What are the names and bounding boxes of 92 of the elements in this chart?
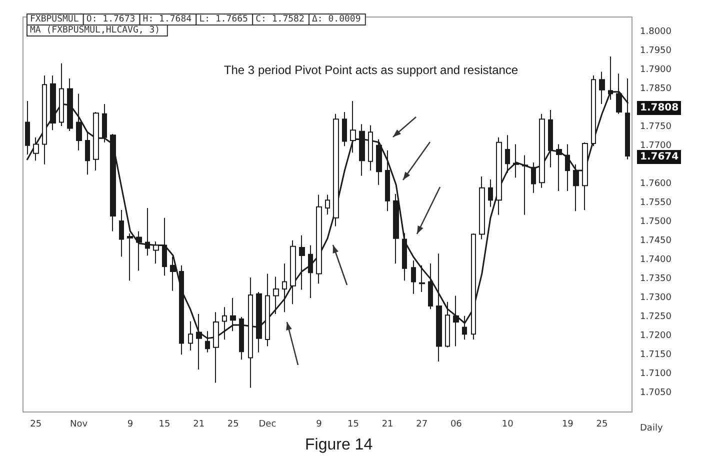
text: 1.7808 [640,102,679,114]
x-tick-label: 9 [127,420,134,430]
x-tick-label: 25 [30,420,42,430]
candlestick [393,193,399,264]
y-tick-label: 1.7750 [640,122,672,132]
candlestick [479,176,485,240]
annotation: FXBPUSMUL [30,14,79,24]
y-tick-label: 1.7100 [640,369,672,380]
candlestick [308,244,313,299]
x-tick-label: 9 [316,420,322,430]
candlestick [188,320,193,351]
x-tick-label: 25 [596,420,608,430]
candlestick [359,124,365,176]
candlestick [342,111,347,147]
y-tick-label: 1.7950 [640,46,672,56]
candlestick [110,133,116,232]
candlestick [402,232,407,282]
candlestick [548,110,553,168]
candlestick [333,113,339,227]
y-tick-label: 1.7050 [640,388,672,398]
x-tick-label: 15 [158,420,170,430]
candlestick [411,260,416,294]
text: Figure 14 [305,436,373,454]
annotation: The 3 period Pivot Point acts as support and resistance [224,63,518,77]
candlestick [299,234,305,290]
candlestick [419,264,425,292]
candlestick [556,144,562,192]
y-tick-label: 1.8000 [640,27,672,38]
candlestick [127,232,133,282]
candlestick [273,276,279,315]
candlestick [102,103,107,143]
candlestick [368,124,373,171]
candlestick [316,194,322,284]
y-tick-label: 1.7450 [640,236,672,246]
candlestick [522,154,528,216]
x-tick-label: 21 [193,420,205,430]
annotation: MA (FXBPUSMUL,HLCAVG, 3) [30,26,160,36]
candlestick [136,230,142,272]
x-tick-label: 25 [227,420,239,430]
x-axis-title: Daily [640,424,664,434]
text: 1.7674 [640,152,679,162]
annotation: L: 1.7665 [199,14,248,24]
y-tick-label: 1.7500 [640,217,672,228]
candlestick [385,150,390,212]
candlestick [488,179,493,208]
annotation: Δ: 0.0009 [312,14,361,24]
x-tick-label: Nov [70,420,88,430]
y-tick-label: 1.7550 [640,198,672,208]
candlestick [119,209,124,258]
candlestick [85,132,90,176]
y-tick-label: 1.7600 [640,179,672,190]
candlestick [599,71,605,104]
x-tick-label: Dec [258,420,276,430]
x-tick-label: 10 [502,420,514,430]
x-tick-label: 06 [450,420,462,430]
candlestick [496,136,502,216]
x-tick-label: 27 [416,420,428,430]
candlestick [282,262,287,313]
candlestick [565,144,570,192]
y-tick-label: 1.7150 [640,350,672,360]
candlestick [531,162,536,194]
candlestick [428,262,433,310]
candlestick [513,144,519,178]
y-tick-label: 1.7250 [640,312,672,322]
candlestick [539,113,545,188]
y-tick-label: 1.7850 [640,84,672,94]
candlestick [230,298,236,332]
candlestick [153,240,159,264]
candlestick [290,240,296,305]
annotation: H: 1.7684 [142,14,192,24]
candlestick [162,217,167,276]
y-tick-label: 1.7300 [640,293,672,304]
candlestick [170,256,176,292]
annotation: O: 1.7673 [86,14,136,24]
candlestick [325,194,330,215]
candlestick [376,138,382,186]
y-tick-label: 1.7400 [640,255,672,266]
y-tick-label: 1.7900 [640,65,672,76]
candlestick [505,134,510,174]
annotation: C: 1.7582 [256,14,304,24]
y-tick-label: 1.7200 [640,331,672,342]
candlestick [573,164,579,212]
x-tick-label: 19 [562,420,574,430]
candlestick [145,208,150,256]
candlestick [33,136,39,162]
y-tick-label: 1.7350 [640,274,672,284]
candlestick [582,142,588,210]
candlestick [93,111,99,171]
x-tick-label: 21 [382,420,394,430]
y-tick-label: 1.7700 [640,141,672,152]
x-tick-label: 15 [348,420,359,430]
candlestick [350,100,356,154]
